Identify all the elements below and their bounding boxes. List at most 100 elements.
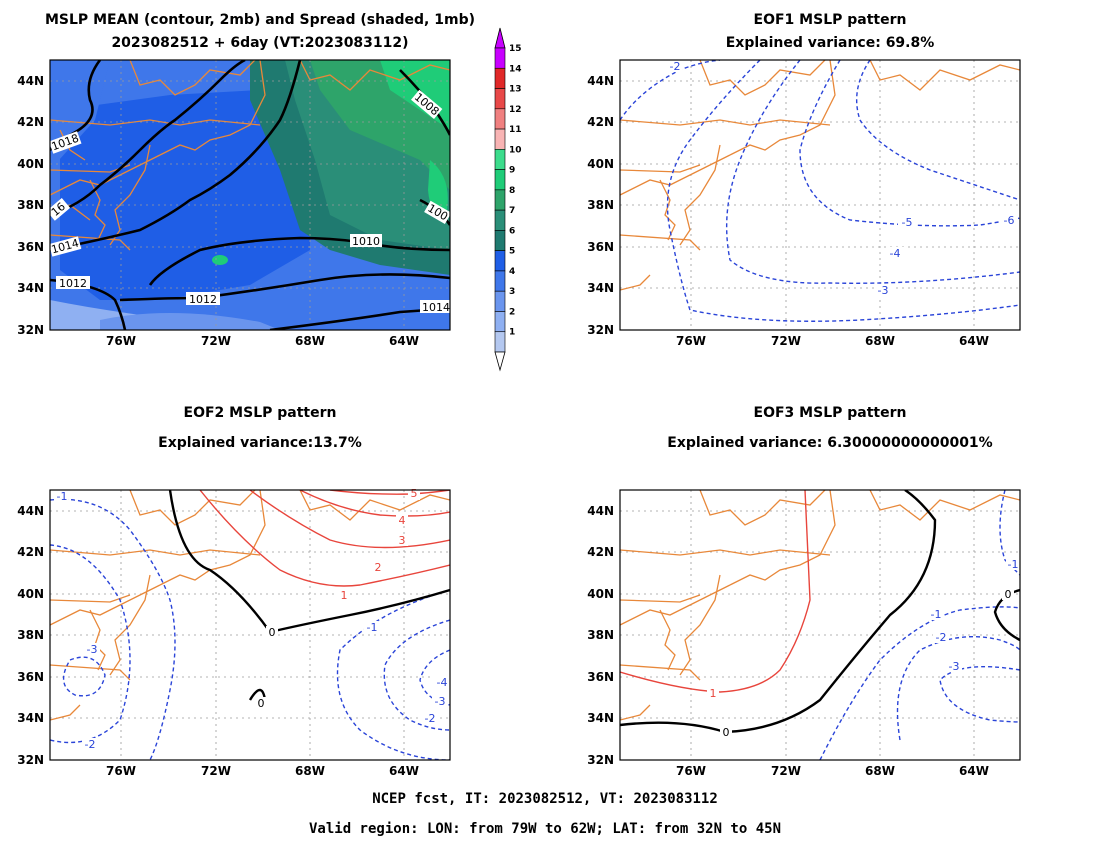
panel-eof1: EOF1 MSLP pattern Explained variance: 69… [587, 12, 1021, 348]
x-tick-64w: 64W [959, 334, 989, 348]
eof3-neg-contours [819, 490, 1020, 760]
panel-d-xticks: 76W 72W 68W 64W [676, 764, 989, 778]
panel-d-title: EOF3 MSLP pattern [754, 405, 907, 421]
panel-eof3: EOF3 MSLP pattern Explained variance: 6.… [587, 405, 1021, 778]
x-tick-72w: 72W [201, 334, 231, 348]
spread-shading [50, 60, 450, 330]
y-tick-40n: 40N [17, 587, 44, 601]
eof3-label-m1a: -1 [1008, 558, 1019, 571]
coastlines-d [620, 490, 1020, 721]
eof2-label-p3: 3 [399, 534, 406, 547]
y-tick-32n: 32N [17, 323, 44, 337]
spread-colorbar: 15 14 13 12 11 10 9 8 7 6 5 4 3 2 1 [494, 27, 522, 372]
panel-d-frame [619, 489, 1021, 761]
y-tick-38n: 38N [17, 198, 44, 212]
colorbar-label-8: 8 [509, 186, 515, 196]
eof2-label-m2a: -2 [85, 738, 96, 751]
x-tick-76w: 76W [106, 334, 136, 348]
panel-b-title: EOF1 MSLP pattern [754, 12, 907, 28]
x-tick-72w: 72W [201, 764, 231, 778]
y-tick-32n: 32N [587, 323, 614, 337]
panel-d-yticks: 32N 34N 36N 38N 40N 42N 44N [587, 504, 614, 767]
x-tick-68w: 68W [865, 764, 895, 778]
colorbar-swatch-11 [494, 128, 506, 150]
panel-c-subtitle: Explained variance:13.7% [158, 435, 362, 451]
colorbar-label-12: 12 [509, 105, 522, 115]
eof3-contour-labels: -1 -2 -3 -1 0 0 1 [707, 558, 1020, 739]
eof3-label-m1b: -1 [931, 608, 942, 621]
x-tick-68w: 68W [295, 764, 325, 778]
colorbar-swatch-1 [494, 331, 506, 353]
y-tick-34n: 34N [587, 281, 614, 295]
colorbar-label-6: 6 [509, 226, 515, 236]
eof2-label-m3a: -3 [87, 643, 98, 656]
colorbar-arrow-top [494, 27, 506, 49]
panel-c-xticks: 76W 72W 68W 64W [106, 764, 419, 778]
grid-b [620, 60, 1020, 330]
y-tick-34n: 34N [17, 281, 44, 295]
y-tick-44n: 44N [587, 504, 614, 518]
x-tick-76w: 76W [106, 764, 136, 778]
colorbar-label-5: 5 [509, 247, 515, 257]
panel-d-subtitle: Explained variance: 6.30000000000001% [667, 435, 992, 451]
eof3-zero-contours [620, 490, 1020, 734]
colorbar-swatch-14 [494, 67, 506, 89]
panel-eof2: EOF2 MSLP pattern Explained variance:13.… [17, 405, 451, 778]
panel-c-yticks: 32N 34N 36N 38N 40N 42N 44N [17, 504, 44, 767]
eof1-label-m2: -2 [670, 60, 681, 73]
panel-c-title: EOF2 MSLP pattern [184, 405, 337, 421]
y-tick-44n: 44N [17, 504, 44, 518]
eof2-contour-labels: -1 -2 -3 -1 -2 -3 -4 0 0 1 2 3 4 [54, 487, 450, 751]
y-tick-36n: 36N [17, 240, 44, 254]
colorbar-label-11: 11 [509, 125, 522, 135]
eof1-label-m4: -4 [890, 247, 901, 260]
y-tick-36n: 36N [17, 670, 44, 684]
eof2-label-p1: 1 [341, 589, 348, 602]
eof1-label-m6: -6 [1004, 214, 1015, 227]
colorbar-swatch-5 [494, 250, 506, 272]
eof2-label-m4: -4 [437, 676, 448, 689]
eof1-label-m5: -5 [902, 216, 913, 229]
colorbar-swatch-12 [494, 108, 506, 130]
contour-label-1012: 1012 [189, 293, 217, 306]
panel-mslp-mean: MSLP MEAN (contour, 2mb) and Spread (sha… [17, 12, 522, 372]
colorbar-label-14: 14 [509, 64, 522, 74]
colorbar-swatch-4 [494, 270, 506, 292]
spread-region-5 [60, 90, 310, 300]
eof2-label-p4: 4 [399, 514, 406, 527]
eof1-label-m3: -3 [878, 284, 889, 297]
colorbar-label-9: 9 [509, 166, 515, 176]
contour-label-1014b: 1014 [422, 301, 450, 314]
y-tick-40n: 40N [587, 587, 614, 601]
y-tick-32n: 32N [587, 753, 614, 767]
x-tick-64w: 64W [389, 334, 419, 348]
colorbar-label-15: 15 [509, 44, 522, 54]
colorbar-label-10: 10 [509, 145, 522, 155]
eof2-label-m3b: -3 [435, 695, 446, 708]
colorbar-label-7: 7 [509, 206, 515, 216]
x-tick-64w: 64W [389, 764, 419, 778]
y-tick-38n: 38N [587, 628, 614, 642]
coastlines-b [620, 60, 1020, 291]
x-tick-76w: 76W [676, 334, 706, 348]
eof1-contour-labels: -2 -3 -4 -5 -6 [668, 60, 1018, 297]
eof2-label-p2: 2 [375, 561, 382, 574]
x-tick-72w: 72W [771, 764, 801, 778]
footer-forecast-info: NCEP fcst, IT: 2023082512, VT: 202308311… [372, 791, 718, 807]
x-tick-76w: 76W [676, 764, 706, 778]
y-tick-40n: 40N [587, 157, 614, 171]
eof1-contours [620, 60, 1020, 322]
colorbar-swatch-7 [494, 209, 506, 231]
panel-a-xticks: 76W 72W 68W 64W [106, 334, 419, 348]
grid-a [50, 60, 450, 330]
colorbar-swatch-13 [494, 88, 506, 110]
colorbar-label-13: 13 [509, 85, 522, 95]
y-tick-44n: 44N [587, 74, 614, 88]
panel-a-yticks: 32N 34N 36N 38N 40N 42N 44N [17, 74, 44, 337]
panel-b-frame [619, 59, 1021, 331]
panel-b-yticks: 32N 34N 36N 38N 40N 42N 44N [587, 74, 614, 337]
y-tick-42n: 42N [17, 115, 44, 129]
eof3-pos-contours [620, 490, 811, 693]
panel-a-frame [49, 59, 451, 331]
